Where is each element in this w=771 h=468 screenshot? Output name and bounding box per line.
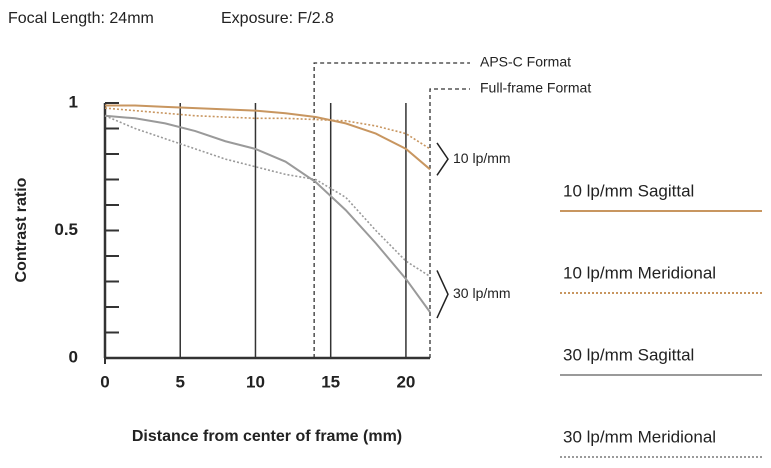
brace: [436, 270, 449, 319]
format-label: APS-C Format: [480, 54, 571, 70]
x-tick-label: 5: [175, 372, 184, 391]
x-axis-label: Distance from center of frame (mm): [132, 428, 402, 445]
y-tick-label: 0: [69, 347, 78, 366]
y-axis-label: Contrast ratio: [13, 177, 30, 282]
x-tick-label: 15: [321, 372, 340, 391]
series-line: [105, 104, 431, 171]
format-line: [313, 62, 470, 358]
x-tick-label: 20: [396, 372, 415, 391]
x-tick-label: 0: [100, 372, 109, 391]
series-line: [104, 114, 431, 313]
format-line: [429, 88, 470, 358]
brace: [436, 142, 449, 176]
y-tick-label: 1: [69, 92, 78, 111]
legend-label: 30 lp/mm Sagittal: [563, 345, 694, 364]
group-label: 10 lp/mm: [453, 150, 511, 166]
group-label: 30 lp/mm: [453, 285, 511, 301]
legend-label: 10 lp/mm Meridional: [563, 263, 716, 282]
format-label: Full-frame Format: [480, 80, 591, 96]
chart-title: Focal Length: 24mm: [8, 10, 154, 27]
x-tick-label: 10: [246, 372, 265, 391]
legend-label: 30 lp/mm Meridional: [563, 427, 716, 446]
series-line: [104, 115, 431, 278]
y-tick-label: 0.5: [54, 220, 78, 239]
legend-label: 10 lp/mm Sagittal: [563, 181, 694, 200]
series-line: [104, 107, 431, 150]
chart-subtitle: Exposure: F/2.8: [221, 10, 334, 27]
